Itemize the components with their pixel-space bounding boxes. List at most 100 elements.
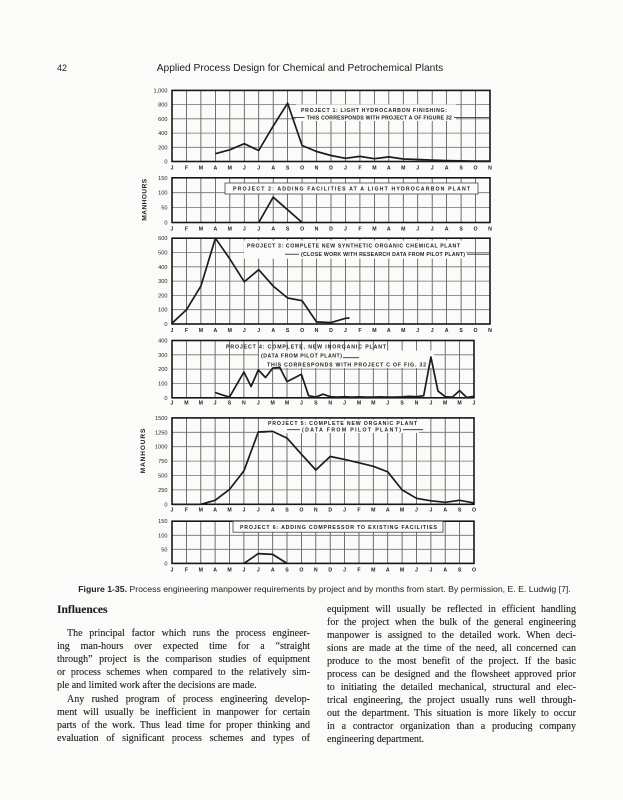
- svg-text:N: N: [242, 401, 246, 407]
- svg-text:500: 500: [158, 474, 167, 480]
- svg-text:F: F: [185, 227, 188, 233]
- svg-text:A: A: [214, 227, 218, 233]
- svg-text:(DATA FROM PILOT PLANT): (DATA FROM PILOT PLANT): [261, 353, 342, 359]
- svg-text:200: 200: [158, 293, 167, 299]
- svg-text:A: A: [271, 508, 275, 514]
- svg-text:800: 800: [158, 103, 167, 109]
- svg-text:J: J: [243, 166, 246, 172]
- svg-text:D: D: [329, 227, 333, 233]
- svg-text:A: A: [445, 166, 449, 172]
- svg-text:250: 250: [158, 488, 167, 494]
- svg-text:O: O: [472, 568, 476, 574]
- svg-text:(CLOSE WORK WITH RESEARCH DATA: (CLOSE WORK WITH RESEARCH DATA FROM PILO…: [301, 252, 465, 258]
- svg-text:M: M: [271, 401, 275, 407]
- svg-text:0: 0: [164, 160, 167, 166]
- svg-text:S: S: [459, 227, 463, 233]
- svg-text:J: J: [415, 568, 418, 574]
- svg-text:F: F: [358, 328, 361, 334]
- svg-text:J: J: [431, 328, 434, 334]
- svg-text:F: F: [185, 166, 188, 172]
- svg-text:D: D: [329, 328, 333, 334]
- svg-text:O: O: [473, 227, 477, 233]
- svg-text:1500: 1500: [155, 416, 167, 422]
- svg-text:S: S: [286, 328, 290, 334]
- svg-text:M: M: [227, 568, 231, 574]
- svg-text:F: F: [357, 568, 360, 574]
- svg-text:A: A: [213, 508, 217, 514]
- svg-text:A: A: [271, 328, 275, 334]
- svg-text:200: 200: [158, 145, 167, 151]
- svg-text:J: J: [431, 166, 434, 172]
- svg-text:J: J: [343, 508, 346, 514]
- svg-text:N: N: [415, 401, 419, 407]
- svg-text:D: D: [329, 166, 333, 172]
- svg-text:J: J: [243, 227, 246, 233]
- svg-text:J: J: [171, 227, 174, 233]
- svg-text:S: S: [286, 227, 290, 233]
- svg-text:J: J: [242, 508, 245, 514]
- svg-text:J: J: [242, 568, 245, 574]
- svg-text:PROJECT 6: ADDING COMPRESSOR T: PROJECT 6: ADDING COMPRESSOR TO EXISTING…: [240, 525, 438, 531]
- svg-text:M: M: [199, 227, 203, 233]
- svg-text:F: F: [358, 227, 361, 233]
- svg-text:S: S: [314, 401, 318, 407]
- svg-text:(DATA FROM PILOT PLANT): (DATA FROM PILOT PLANT): [302, 428, 401, 434]
- svg-text:J: J: [171, 328, 174, 334]
- svg-text:J: J: [344, 166, 347, 172]
- svg-text:0: 0: [164, 396, 167, 402]
- svg-text:M: M: [199, 508, 203, 514]
- svg-text:A: A: [387, 328, 391, 334]
- svg-text:M: M: [401, 166, 405, 172]
- svg-text:F: F: [185, 508, 188, 514]
- svg-text:A: A: [443, 508, 447, 514]
- svg-text:J: J: [344, 227, 347, 233]
- svg-text:N: N: [315, 166, 319, 172]
- svg-text:F: F: [185, 568, 188, 574]
- svg-text:N: N: [314, 508, 318, 514]
- svg-text:J: J: [386, 401, 389, 407]
- svg-text:A: A: [387, 166, 391, 172]
- svg-text:M: M: [227, 508, 231, 514]
- svg-text:N: N: [488, 227, 492, 233]
- svg-text:J: J: [343, 401, 346, 407]
- svg-text:1250: 1250: [155, 430, 167, 436]
- svg-text:J: J: [429, 508, 432, 514]
- svg-text:J: J: [343, 568, 346, 574]
- svg-text:M: M: [371, 401, 375, 407]
- svg-text:A: A: [214, 328, 218, 334]
- svg-text:600: 600: [158, 117, 167, 123]
- svg-text:N: N: [314, 568, 318, 574]
- svg-text:150: 150: [158, 519, 167, 525]
- svg-text:PROJECT 4: COMPLETE, NEW INORG: PROJECT 4: COMPLETE, NEW INORGANIC PLANT: [226, 345, 387, 351]
- svg-text:MANHOURS: MANHOURS: [142, 178, 149, 220]
- svg-text:A: A: [386, 508, 390, 514]
- svg-text:J: J: [257, 227, 260, 233]
- svg-text:S: S: [286, 166, 290, 172]
- svg-text:O: O: [299, 508, 303, 514]
- svg-text:100: 100: [158, 382, 167, 388]
- svg-text:150: 150: [158, 176, 167, 182]
- svg-text:PROJECT 1: LIGHT HYDROCARBON F: PROJECT 1: LIGHT HYDROCARBON FINISHING:: [301, 108, 447, 114]
- svg-text:F: F: [357, 508, 360, 514]
- svg-text:A: A: [386, 568, 390, 574]
- svg-text:1,000: 1,000: [154, 88, 168, 94]
- svg-text:J: J: [429, 401, 432, 407]
- svg-text:M: M: [371, 508, 375, 514]
- svg-text:J: J: [300, 401, 303, 407]
- svg-text:M: M: [372, 227, 376, 233]
- svg-text:S: S: [459, 328, 463, 334]
- svg-text:S: S: [285, 568, 289, 574]
- svg-text:M: M: [457, 401, 461, 407]
- svg-text:M: M: [400, 568, 404, 574]
- svg-text:J: J: [415, 508, 418, 514]
- svg-text:J: J: [171, 166, 174, 172]
- svg-text:A: A: [271, 166, 275, 172]
- svg-text:A: A: [271, 568, 275, 574]
- svg-text:J: J: [257, 401, 260, 407]
- svg-text:S: S: [459, 166, 463, 172]
- svg-text:M: M: [401, 227, 405, 233]
- svg-text:O: O: [299, 568, 303, 574]
- svg-text:M: M: [199, 166, 203, 172]
- svg-text:M: M: [184, 401, 188, 407]
- svg-text:D: D: [328, 508, 332, 514]
